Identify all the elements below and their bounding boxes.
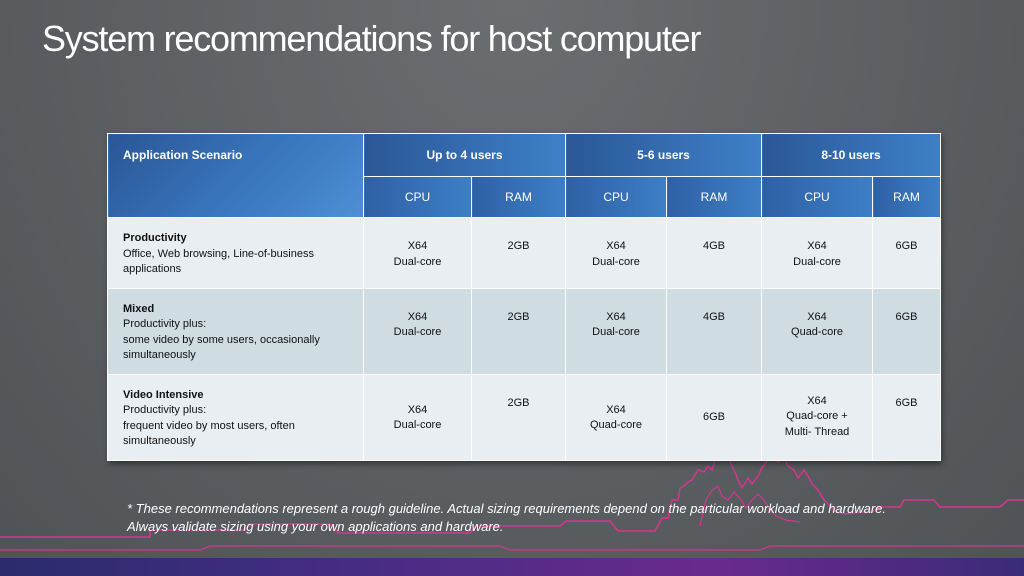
sub-header-cpu: CPU	[565, 176, 667, 218]
cpu-cores: Dual-core	[592, 255, 640, 268]
cpu-cell: X64 Quad-core	[761, 287, 874, 375]
ram-cell: 4GB	[665, 287, 763, 375]
cpu-arch: X64	[807, 240, 827, 252]
cpu-cores: Quad-core +	[786, 410, 848, 422]
ram-cell: 6GB	[872, 287, 942, 375]
group-header-up-to-4: Up to 4 users	[363, 133, 566, 177]
ram-value: 2GB	[507, 396, 530, 409]
cpu-cell: X64 Dual-core	[565, 287, 667, 375]
table-row-mixed: Mixed Productivity plus: some video by s…	[107, 287, 942, 375]
sub-header-ram: RAM	[665, 176, 763, 218]
scenario-description: Office, Web browsing, Line-of-business a…	[123, 247, 314, 276]
ram-value: 6GB	[895, 310, 918, 323]
ram-cell: 6GB	[665, 373, 763, 461]
ram-value: 6GB	[703, 410, 726, 423]
cpu-cell: X64 Quad-core + Multi- Thread	[761, 373, 874, 461]
cpu-arch: X64	[606, 310, 626, 323]
cpu-arch: X64	[807, 394, 827, 407]
table-row-video-intensive: Video Intensive Productivity plus: frequ…	[107, 373, 942, 461]
ram-cell: 6GB	[872, 373, 942, 461]
cpu-cores: Dual-core	[393, 326, 442, 338]
cpu-cores: Quad-core	[590, 419, 642, 431]
cpu-cores: Dual-core	[393, 419, 442, 431]
group-header-8-10: 8-10 users	[761, 133, 942, 177]
scenario-cell: Productivity Office, Web browsing, Line-…	[107, 217, 364, 289]
ram-value: 2GB	[507, 310, 530, 323]
ram-value: 6GB	[895, 396, 918, 409]
scenario-description: Productivity plus: some video by some us…	[123, 318, 320, 361]
cpu-arch: X64	[407, 403, 428, 416]
ram-value: 6GB	[895, 240, 918, 252]
cpu-arch: X64	[606, 403, 626, 416]
scenario-header: Application Scenario	[107, 133, 364, 218]
recommendations-table: Application Scenario Up to 4 users 5-6 u…	[107, 133, 942, 461]
ram-cell: 4GB	[665, 217, 763, 289]
sub-header-ram: RAM	[872, 176, 942, 218]
cpu-cell: X64 Quad-core	[565, 373, 667, 461]
cpu-cell: X64 Dual-core	[565, 217, 667, 289]
cpu-cores: Dual-core	[793, 255, 841, 268]
table-row-productivity: Productivity Office, Web browsing, Line-…	[107, 217, 942, 289]
ram-cell: 2GB	[471, 287, 566, 375]
scenario-name: Productivity	[123, 232, 187, 244]
footnote: * These recommendations represent a roug…	[127, 501, 887, 534]
cpu-cell: X64 Dual-core	[363, 373, 472, 461]
cpu-arch: X64	[606, 240, 626, 252]
group-header-5-6: 5-6 users	[564, 133, 763, 177]
ram-value: 2GB	[507, 240, 530, 252]
sub-header-cpu: CPU	[761, 176, 874, 218]
cpu-arch: X64	[807, 310, 827, 323]
bottom-band-decoration	[0, 558, 1024, 576]
scenario-name: Video Intensive	[123, 388, 204, 401]
cpu-arch: X64	[407, 240, 428, 252]
ram-cell: 2GB	[471, 373, 566, 461]
cpu-cores: Quad-core	[791, 326, 843, 338]
page-title: System recommendations for host computer	[42, 18, 701, 59]
scenario-description: Productivity plus: frequent video by mos…	[123, 404, 295, 447]
scenario-cell: Video Intensive Productivity plus: frequ…	[107, 373, 364, 461]
ram-value: 4GB	[703, 310, 726, 323]
ram-value: 4GB	[703, 240, 726, 252]
ram-cell: 2GB	[471, 217, 566, 289]
scenario-name: Mixed	[123, 302, 155, 315]
scenario-cell: Mixed Productivity plus: some video by s…	[107, 287, 364, 375]
cpu-cell: X64 Dual-core	[761, 217, 874, 289]
cpu-threads: Multi- Thread	[784, 425, 850, 438]
ram-cell: 6GB	[872, 217, 942, 289]
cpu-arch: X64	[407, 310, 428, 323]
cpu-cell: X64 Dual-core	[363, 217, 472, 289]
cpu-cell: X64 Dual-core	[363, 287, 472, 375]
cpu-cores: Dual-core	[393, 255, 442, 268]
sub-header-ram: RAM	[471, 176, 566, 218]
sub-header-cpu: CPU	[363, 176, 472, 218]
cpu-cores: Dual-core	[592, 326, 640, 338]
